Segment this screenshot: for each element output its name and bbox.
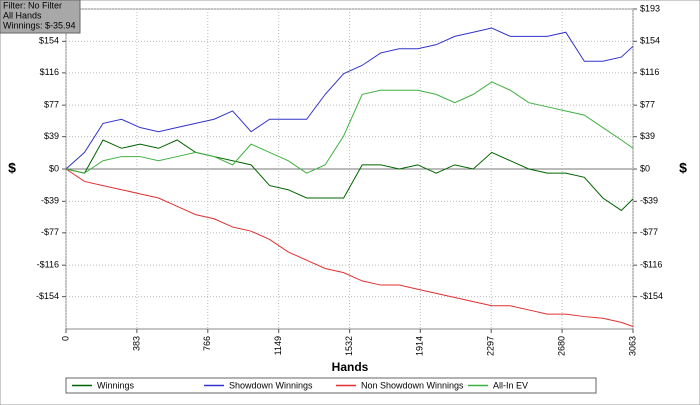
y-tick-label: $154 — [640, 36, 660, 46]
series-line — [65, 81, 634, 174]
info-text: Winnings: $-35.94 — [3, 20, 76, 30]
y-tick-label: $154 — [39, 36, 59, 46]
x-tick-label: 766 — [202, 336, 212, 351]
y-tick-label: $116 — [40, 67, 59, 77]
y-tick-label: $39 — [640, 131, 655, 141]
x-tick-label: 2297 — [486, 336, 496, 356]
legend-label: Showdown Winnings — [229, 380, 313, 390]
y-tick-label: -$154 — [36, 291, 59, 301]
y-axis-label: $ — [8, 160, 16, 176]
y-tick-label: -$77 — [41, 227, 59, 237]
legend-label: Winnings — [97, 380, 135, 390]
x-tick-label: 1914 — [415, 336, 425, 356]
y-tick-label: $193 — [640, 3, 660, 13]
legend-label: Non Showdown Winnings — [361, 380, 464, 390]
y-tick-label: $0 — [640, 163, 650, 173]
y-tick-label: -$39 — [640, 196, 658, 206]
x-tick-label: 1149 — [273, 336, 283, 355]
info-text: All Hands — [3, 10, 42, 20]
x-tick-label: 1532 — [344, 336, 354, 356]
y-tick-label: -$77 — [640, 227, 658, 237]
y-tick-label: $39 — [44, 131, 59, 141]
x-axis-label: Hands — [332, 360, 369, 374]
y-axis-label: $ — [679, 160, 687, 176]
series-line — [65, 139, 634, 212]
y-tick-label: $77 — [640, 100, 655, 110]
legend — [65, 377, 597, 394]
x-tick-label: 383 — [131, 336, 141, 351]
info-box — [0, 0, 81, 34]
series-line — [65, 168, 634, 327]
legend-label: All-In EV — [493, 380, 528, 390]
y-tick-label: $0 — [49, 163, 59, 173]
series-line — [65, 27, 634, 170]
y-tick-label: $77 — [44, 100, 59, 110]
y-tick-label: $116 — [640, 67, 659, 77]
y-tick-label: -$39 — [41, 196, 59, 206]
x-tick-label: 0 — [60, 336, 70, 341]
y-tick-label: -$116 — [640, 260, 662, 270]
x-tick-label: 2680 — [556, 336, 566, 356]
y-tick-label: -$116 — [37, 260, 59, 270]
info-text: Filter: No Filter — [3, 0, 62, 10]
x-tick-label: 3063 — [627, 336, 637, 356]
y-tick-label: -$154 — [640, 291, 663, 301]
